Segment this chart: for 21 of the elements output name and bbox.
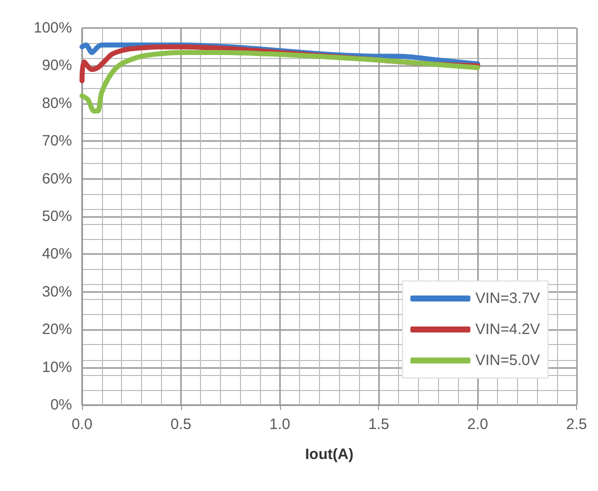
legend-label: VIN=4.2V <box>475 321 540 338</box>
y-tick-label: 30% <box>42 283 72 300</box>
y-tick-label: 90% <box>42 57 72 74</box>
y-tick-label: 50% <box>42 208 72 225</box>
x-tick-label: 1.5 <box>368 416 390 433</box>
legend-label: VIN=3.7V <box>475 290 540 307</box>
y-tick-label: 70% <box>42 132 72 150</box>
x-tick-label: 0.5 <box>170 416 192 433</box>
y-tick-label: 10% <box>42 358 72 376</box>
y-tick-label: 60% <box>42 170 72 188</box>
legend-label: VIN=5.0V <box>475 352 540 369</box>
y-tick-label: 80% <box>42 94 72 112</box>
x-tick-label: 2.0 <box>467 416 488 433</box>
x-tick-label: 0.0 <box>72 416 92 433</box>
y-tick-label: 40% <box>42 246 72 263</box>
x-tick-label: 2.5 <box>566 416 588 433</box>
x-tick-label: 1.0 <box>269 416 290 433</box>
y-tick-label: 20% <box>42 321 72 338</box>
y-tick-label: 0% <box>50 396 72 414</box>
x-axis-title: Iout(A) <box>305 446 354 463</box>
y-tick-label: 100% <box>34 20 72 36</box>
